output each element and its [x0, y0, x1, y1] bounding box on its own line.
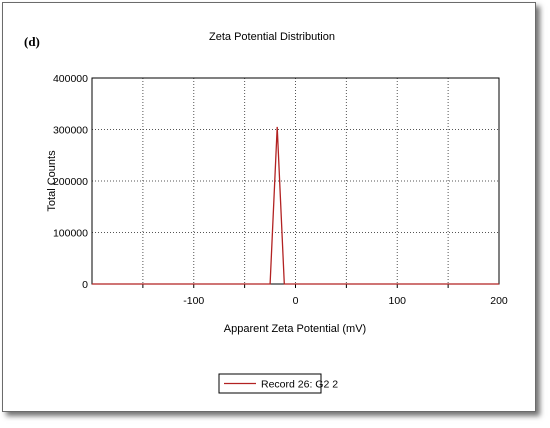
x-tick-label: 100: [388, 295, 406, 307]
series-line: [92, 126, 499, 285]
y-axis-label: Total Counts: [46, 150, 58, 212]
x-tick-label: 0: [293, 295, 299, 307]
x-tick-label: -100: [183, 295, 204, 307]
legend-box: [218, 373, 322, 394]
x-axis-label: Apparent Zeta Potential (mV): [224, 323, 366, 335]
y-tick-label: 200000: [53, 176, 88, 188]
legend: Record 26: G2 2: [218, 373, 338, 394]
chart-frame: [2, 2, 536, 412]
x-tick-label: 200: [490, 295, 508, 307]
panel-tag: (d): [24, 34, 40, 49]
series-layer: [92, 126, 499, 285]
chart-title: Zeta Potential Distribution: [209, 31, 335, 43]
y-tick-label: 0: [82, 279, 88, 291]
y-tick-label: 100000: [53, 228, 88, 240]
y-tick-label: 300000: [53, 125, 88, 137]
y-tick-label: 400000: [53, 73, 88, 85]
grid-lines: [92, 78, 499, 284]
legend-label: Record 26: G2 2: [261, 379, 338, 391]
tick-labels: -100 0 100 200 0 100000 200000 300000 400000: [53, 73, 508, 307]
